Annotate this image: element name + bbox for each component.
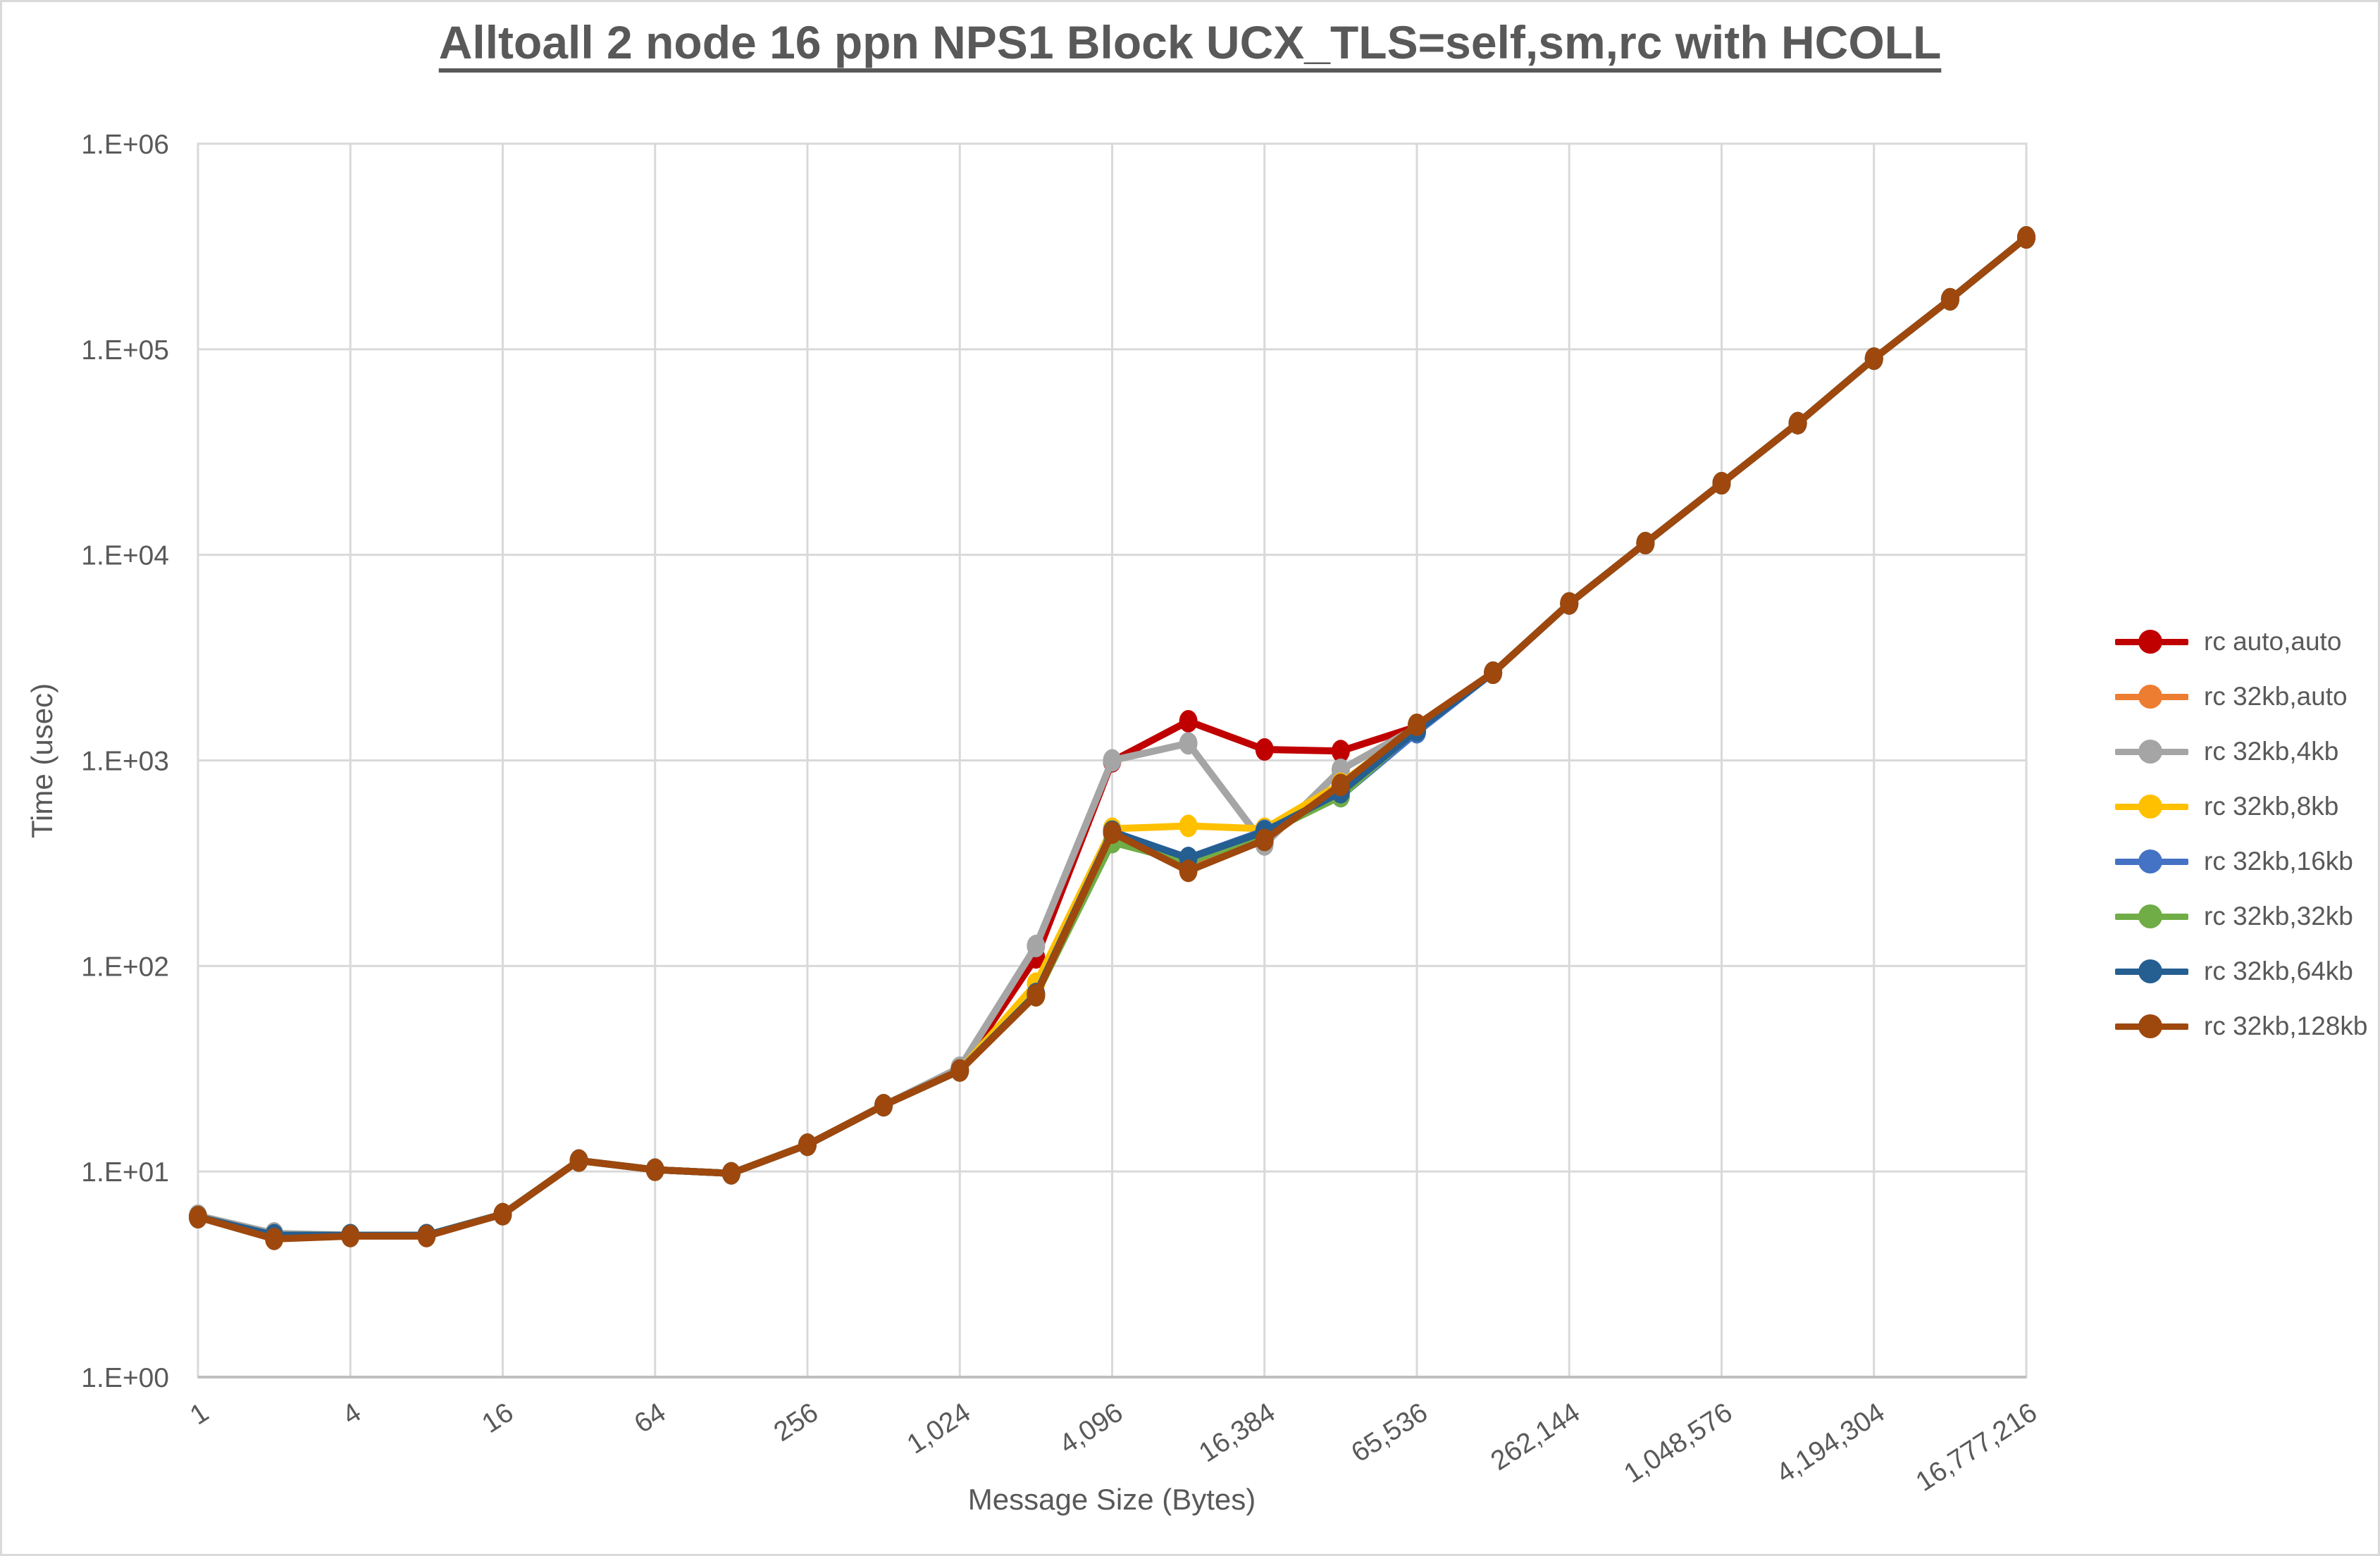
x-tick-label: 262,144 bbox=[1485, 1397, 1585, 1476]
legend-label: rc 32kb,auto bbox=[2204, 682, 2348, 711]
legend-item: rc 32kb,64kb bbox=[2115, 944, 2377, 999]
legend-marker-icon bbox=[2115, 795, 2188, 819]
legend-marker-icon bbox=[2115, 849, 2188, 873]
y-tick-label: 1.E+04 bbox=[81, 541, 169, 571]
data-point bbox=[417, 1224, 436, 1247]
data-point bbox=[721, 1162, 740, 1185]
y-tick-label: 1.E+02 bbox=[81, 952, 169, 982]
data-point bbox=[874, 1094, 893, 1117]
data-point bbox=[1103, 749, 1122, 772]
data-point bbox=[341, 1224, 360, 1247]
legend-marker-icon bbox=[2115, 904, 2188, 928]
data-point bbox=[1331, 740, 1350, 763]
legend-item: rc 32kb,128kb bbox=[2115, 999, 2377, 1054]
legend-label: rc 32kb,4kb bbox=[2204, 737, 2339, 766]
chart-title: Alltoall 2 node 16 ppn NPS1 Block UCX_TL… bbox=[438, 16, 1942, 68]
legend-marker-icon bbox=[2115, 1014, 2188, 1038]
data-point bbox=[1027, 935, 1046, 958]
x-tick-label: 16,777,216 bbox=[1911, 1397, 2043, 1497]
legend-label: rc 32kb,128kb bbox=[2204, 1012, 2368, 1040]
legend: rc auto,auto rc 32kb,auto rc 32kb,4kb rc 32… bbox=[2115, 614, 2377, 1054]
data-point bbox=[493, 1202, 512, 1226]
legend-item: rc 32kb,auto bbox=[2115, 669, 2377, 724]
x-tick-label: 4,096 bbox=[1054, 1397, 1128, 1459]
data-point bbox=[950, 1059, 969, 1082]
data-point bbox=[569, 1149, 588, 1172]
legend-item: rc 32kb,8kb bbox=[2115, 779, 2377, 834]
data-point bbox=[1484, 661, 1503, 685]
x-tick-label: 65,536 bbox=[1346, 1397, 1432, 1468]
data-point bbox=[1864, 347, 1883, 371]
legend-item: rc 32kb,16kb bbox=[2115, 834, 2377, 889]
legend-label: rc 32kb,16kb bbox=[2204, 847, 2353, 876]
data-point bbox=[798, 1133, 817, 1157]
x-axis-title: Message Size (Bytes) bbox=[967, 1483, 1256, 1516]
x-tick-label: 64 bbox=[629, 1397, 671, 1439]
legend-item: rc 32kb,4kb bbox=[2115, 724, 2377, 779]
data-point bbox=[1788, 411, 1807, 435]
legend-label: rc 32kb,32kb bbox=[2204, 902, 2353, 931]
gridlines bbox=[197, 142, 2028, 1378]
data-point bbox=[1179, 814, 1198, 838]
x-tick-label: 4,194,304 bbox=[1771, 1397, 1890, 1489]
x-tick-label: 16,384 bbox=[1194, 1397, 1280, 1468]
data-point bbox=[1636, 532, 1655, 555]
data-point bbox=[1408, 713, 1426, 736]
y-tick-label: 1.E+05 bbox=[81, 335, 169, 366]
data-point bbox=[1027, 983, 1046, 1007]
legend-marker-icon bbox=[2115, 959, 2188, 983]
x-tick-label: 4 bbox=[337, 1397, 367, 1431]
x-tick-label: 1 bbox=[185, 1397, 214, 1431]
y-tick-label: 1.E+03 bbox=[81, 747, 169, 777]
x-tick-label: 256 bbox=[769, 1397, 824, 1448]
legend-item: rc auto,auto bbox=[2115, 614, 2377, 669]
y-tick-label: 1.E+06 bbox=[81, 130, 169, 160]
data-point bbox=[1179, 732, 1198, 755]
data-point bbox=[1255, 738, 1274, 761]
data-point bbox=[265, 1227, 284, 1250]
data-point bbox=[1560, 592, 1579, 615]
legend-marker-icon bbox=[2115, 685, 2188, 709]
series-rc-32kb-128kb bbox=[189, 226, 2035, 1250]
legend-item: rc 32kb,32kb bbox=[2115, 889, 2377, 944]
data-point bbox=[1179, 859, 1198, 883]
data-point bbox=[189, 1205, 207, 1228]
y-tick-label: 1.E+00 bbox=[81, 1363, 169, 1393]
x-tick-label: 1,048,576 bbox=[1618, 1397, 1737, 1489]
legend-label: rc 32kb,8kb bbox=[2204, 792, 2339, 821]
data-point bbox=[2017, 226, 2035, 249]
y-tick-label: 1.E+01 bbox=[81, 1157, 169, 1188]
data-point bbox=[1179, 709, 1198, 733]
data-point bbox=[645, 1158, 664, 1181]
legend-marker-icon bbox=[2115, 740, 2188, 764]
x-tick-label: 1,024 bbox=[902, 1397, 976, 1459]
x-tick-label: 16 bbox=[477, 1397, 519, 1439]
data-point bbox=[1712, 472, 1731, 495]
data-point bbox=[1940, 287, 1959, 311]
y-axis-tick-labels: 1.E+00 1.E+01 1.E+02 1.E+03 1.E+04 1.E+05 1.E+… bbox=[81, 130, 169, 1393]
legend-label: rc 32kb,64kb bbox=[2204, 957, 2353, 985]
data-point bbox=[1103, 821, 1122, 845]
data-point bbox=[1255, 828, 1274, 852]
legend-label: rc auto,auto bbox=[2204, 627, 2342, 656]
legend-marker-icon bbox=[2115, 630, 2188, 654]
data-point bbox=[1331, 773, 1350, 797]
